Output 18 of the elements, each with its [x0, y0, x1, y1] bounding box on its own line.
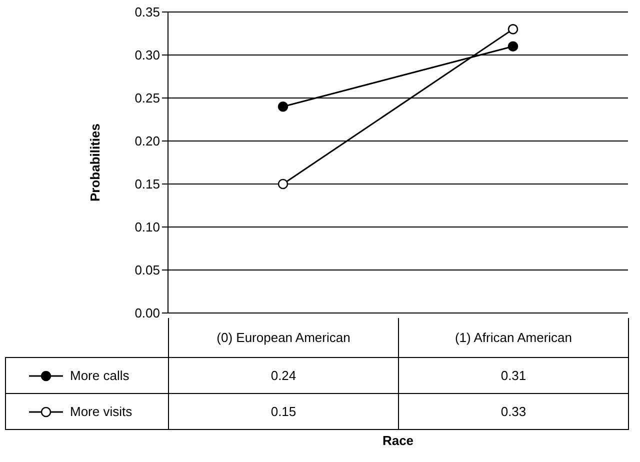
y-tick-label: 0.10: [134, 220, 160, 235]
x-tick-label: (0) European American: [168, 318, 399, 358]
legend-label: More calls: [70, 368, 130, 383]
y-tick-label: 0.35: [134, 4, 160, 20]
legend-label: More visits: [70, 404, 132, 419]
y-tick-label: 0.00: [134, 306, 160, 321]
data-label: 0.24: [168, 357, 399, 394]
y-tick-label: 0.05: [134, 262, 160, 278]
data-label: 0.33: [398, 393, 629, 430]
y-axis-title: Probabilities: [88, 123, 103, 202]
y-tick-label: 0.15: [134, 176, 160, 192]
data-label: 0.31: [398, 357, 629, 394]
y-tick-label: 0.25: [134, 90, 160, 106]
x-tick-label: (1) African American: [398, 318, 629, 358]
text: Race: [381, 433, 415, 448]
y-tick-label: 0.20: [134, 134, 160, 149]
data-label: 0.15: [168, 393, 399, 430]
y-tick-label: 0.30: [134, 48, 160, 63]
